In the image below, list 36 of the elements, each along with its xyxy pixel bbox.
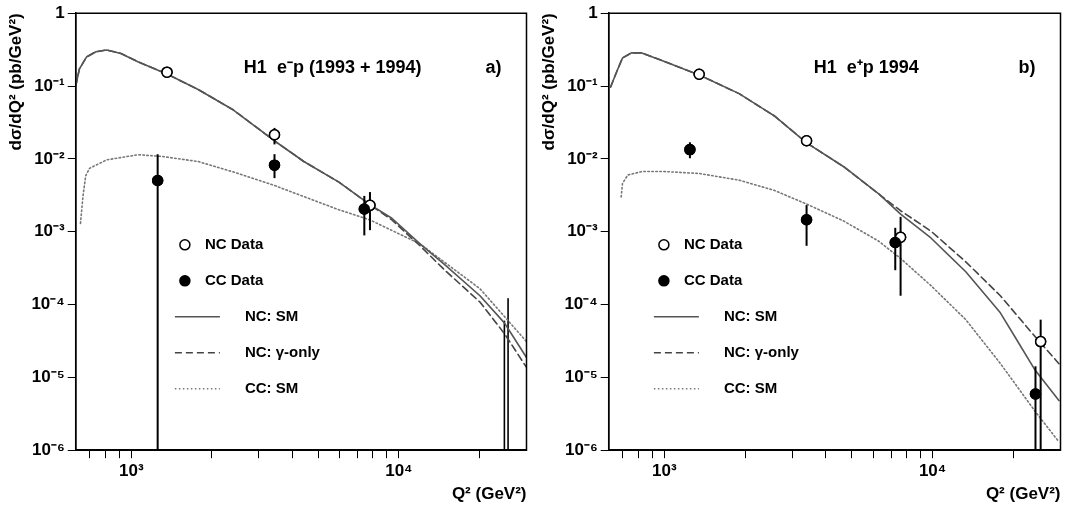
x-tick-label: 10⁴: [385, 461, 413, 481]
legend-label: NC: SM: [244, 306, 299, 324]
y-tick-label: 10⁻⁴: [564, 294, 598, 314]
y-axis-title: dσ/dQ² (pb/GeV²): [5, 13, 25, 151]
y-tick-label: 10⁻⁴: [31, 294, 65, 314]
x-tick-label: 10⁴: [918, 461, 947, 481]
x-axis-title: Q² (GeV²): [451, 484, 527, 504]
legend-label: CC: SM: [244, 378, 299, 396]
y-tick-label: 10⁻¹: [567, 75, 599, 95]
y-axis-title: dσ/dQ² (pb/GeV²): [538, 13, 558, 151]
legend-label: NC: γ-only: [723, 342, 800, 360]
y-tick-label: 10⁻⁵: [564, 367, 598, 387]
y-tick-label: 10⁻²: [34, 148, 66, 168]
legend-label: CC Data: [683, 270, 743, 288]
x-axis-title: Q² (GeV²): [985, 484, 1061, 504]
y-tick-label: 10⁻²: [567, 148, 599, 168]
legend-label: NC Data: [683, 234, 743, 252]
y-tick-label: 10⁻¹: [34, 75, 66, 95]
y-tick-label: 10⁻⁶: [564, 439, 598, 459]
legend-label: CC Data: [204, 270, 264, 288]
annotation: b): [1018, 57, 1036, 78]
y-tick-label: 1: [55, 2, 65, 22]
text: H1 e⁺p 1994: [813, 57, 919, 78]
y-tick-label: 10⁻⁵: [31, 367, 65, 387]
y-tick-label: 10⁻³: [34, 221, 66, 241]
text: H1 e⁻p (1993 + 1994): [243, 57, 422, 78]
legend-label: NC: SM: [723, 306, 778, 324]
legend-label: NC Data: [204, 234, 264, 252]
y-tick-label: 10⁻³: [567, 221, 599, 241]
y-tick-label: 10⁻⁶: [31, 439, 65, 459]
x-tick-label: 10³: [652, 461, 678, 481]
x-tick-label: 10³: [118, 461, 144, 481]
annotation: a): [485, 57, 502, 78]
legend-label: CC: SM: [723, 378, 778, 396]
y-tick-label: 1: [588, 2, 598, 22]
legend-label: NC: γ-only: [244, 342, 321, 360]
